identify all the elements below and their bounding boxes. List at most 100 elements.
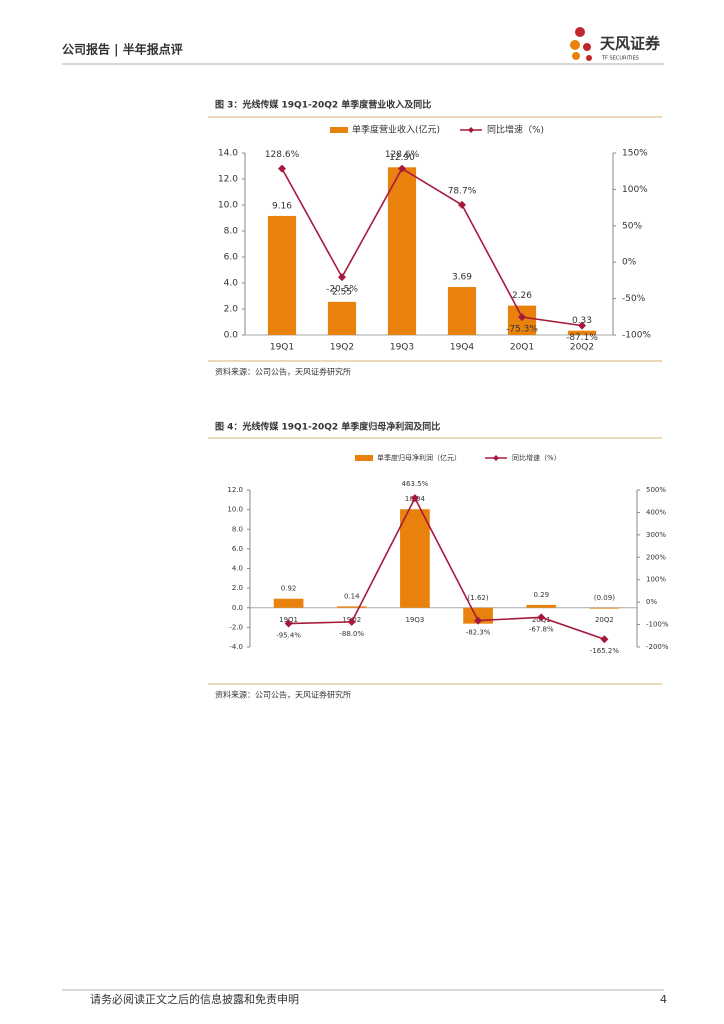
- line-marker: [600, 635, 609, 644]
- y-tick-label: 2.0: [224, 305, 239, 315]
- y2-tick-label: -100%: [646, 621, 669, 629]
- bar-value-label: 9.16: [272, 201, 292, 211]
- line-series: [281, 167, 583, 327]
- legend-label: 同比增速（%）: [512, 453, 561, 462]
- x-tick-label: 19Q3: [405, 616, 424, 624]
- line-value-label: -87.1%: [566, 333, 598, 343]
- x-tick-label: 19Q1: [270, 343, 294, 353]
- line-value-label: -95.4%: [276, 632, 301, 640]
- y-tick-label: 2.0: [232, 584, 243, 592]
- y-tick-label: 14.0: [218, 149, 238, 159]
- header-title: 公司报告 | 半年报点评: [62, 42, 183, 57]
- legend-label: 单季度营业收入(亿元): [352, 124, 440, 136]
- line-value-label: 128.6%: [385, 150, 420, 160]
- legend-label: 同比增速（%): [487, 124, 544, 136]
- bar-value-label: (0.09): [594, 594, 615, 602]
- bar: [267, 215, 297, 335]
- bar: [273, 598, 304, 608]
- line-marker: [284, 619, 293, 628]
- y-tick-label: 4.0: [232, 565, 243, 573]
- y2-tick-label: -50%: [622, 294, 646, 304]
- y2-tick-label: 0%: [646, 598, 657, 606]
- x-tick-label: 19Q3: [390, 343, 414, 353]
- line-value-label: -165.2%: [590, 647, 620, 655]
- source-note: 资料来源：公司公告，天风证券研究所: [215, 367, 351, 377]
- page-number: 4: [660, 993, 667, 1006]
- line-value-label: -67.8%: [529, 625, 554, 633]
- y2-tick-label: 300%: [646, 531, 666, 539]
- line-value-label: -75.3%: [506, 325, 538, 335]
- figure-caption: 图 3：光线传媒 19Q1-20Q2 单季度营业收入及同比: [215, 99, 431, 111]
- bar: [400, 509, 430, 608]
- line-value-label: -20.5%: [326, 285, 358, 295]
- figure-caption: 图 4：光线传媒 19Q1-20Q2 单季度归母净利润及同比: [215, 421, 440, 433]
- source-note: 资料来源：公司公告，天风证券研究所: [215, 690, 351, 700]
- bar: [336, 606, 367, 608]
- y2-tick-label: 400%: [646, 508, 666, 516]
- y2-tick-label: 0%: [622, 258, 637, 268]
- bar-value-label: 2.55: [332, 287, 352, 297]
- y2-tick-label: -100%: [622, 331, 651, 341]
- bar: [526, 604, 557, 608]
- bar-value-label: (1.62): [468, 594, 489, 602]
- line-marker: [474, 616, 483, 625]
- legend-swatch: [330, 127, 348, 133]
- x-tick-label: 20Q2: [570, 343, 594, 353]
- brand-en: TF SECURITIES: [601, 56, 639, 62]
- x-tick-label: 20Q2: [595, 616, 614, 624]
- bar-value-label: 0.14: [344, 592, 360, 600]
- y-tick-label: 10.0: [227, 506, 243, 514]
- bar: [387, 167, 417, 335]
- line-marker: [347, 617, 356, 626]
- line-value-label: 78.7%: [448, 186, 477, 196]
- y2-tick-label: 500%: [646, 486, 666, 494]
- bar-value-label: 0.33: [572, 316, 592, 326]
- y2-tick-label: 100%: [622, 185, 648, 195]
- y-tick-label: 10.0: [218, 201, 238, 211]
- line-marker: [278, 164, 286, 173]
- y2-tick-label: 150%: [622, 149, 648, 159]
- y-tick-label: 12.0: [218, 175, 238, 185]
- bar-value-label: 3.69: [452, 273, 472, 283]
- bar-value-label: 0.29: [533, 591, 549, 599]
- bar-value-label: 12.90: [389, 153, 415, 163]
- y-tick-label: 12.0: [227, 486, 243, 494]
- y2-tick-label: -200%: [646, 643, 669, 651]
- bar: [327, 301, 357, 335]
- line-marker: [578, 321, 586, 330]
- x-tick-label: 19Q4: [450, 343, 475, 353]
- legend-swatch: [355, 455, 373, 461]
- logo: [570, 27, 592, 61]
- legend-marker: [493, 455, 499, 461]
- line-marker: [458, 200, 466, 209]
- x-tick-label: 19Q2: [330, 343, 354, 353]
- line-marker: [398, 164, 406, 173]
- line-series: [288, 496, 605, 640]
- bar-value-label: 0.92: [281, 585, 297, 593]
- line-marker: [338, 273, 346, 282]
- line-value-label: 463.5%: [402, 480, 429, 488]
- y2-tick-label: 50%: [622, 221, 642, 231]
- x-tick-label: 20Q1: [510, 343, 534, 353]
- line-marker: [537, 613, 546, 622]
- y-tick-label: 8.0: [232, 525, 243, 533]
- y-tick-label: -2.0: [229, 623, 243, 631]
- line-marker: [518, 313, 526, 322]
- y-tick-label: 0.0: [232, 604, 243, 612]
- bar: [589, 607, 620, 609]
- legend-marker: [468, 127, 474, 133]
- legend-label: 单季度归母净利润（亿元）: [377, 453, 461, 462]
- line-marker: [410, 494, 419, 503]
- y-tick-label: 6.0: [224, 253, 239, 263]
- y-tick-label: 4.0: [224, 279, 239, 289]
- bar-value-label: 2.26: [512, 291, 532, 301]
- y2-tick-label: 200%: [646, 553, 666, 561]
- y-tick-label: 6.0: [232, 545, 243, 553]
- y-tick-label: 8.0: [224, 227, 239, 237]
- line-value-label: -88.0%: [339, 630, 364, 638]
- y2-tick-label: 100%: [646, 576, 666, 584]
- line-value-label: 128.6%: [265, 150, 300, 160]
- y-tick-label: 0.0: [224, 331, 239, 341]
- bar: [447, 287, 477, 335]
